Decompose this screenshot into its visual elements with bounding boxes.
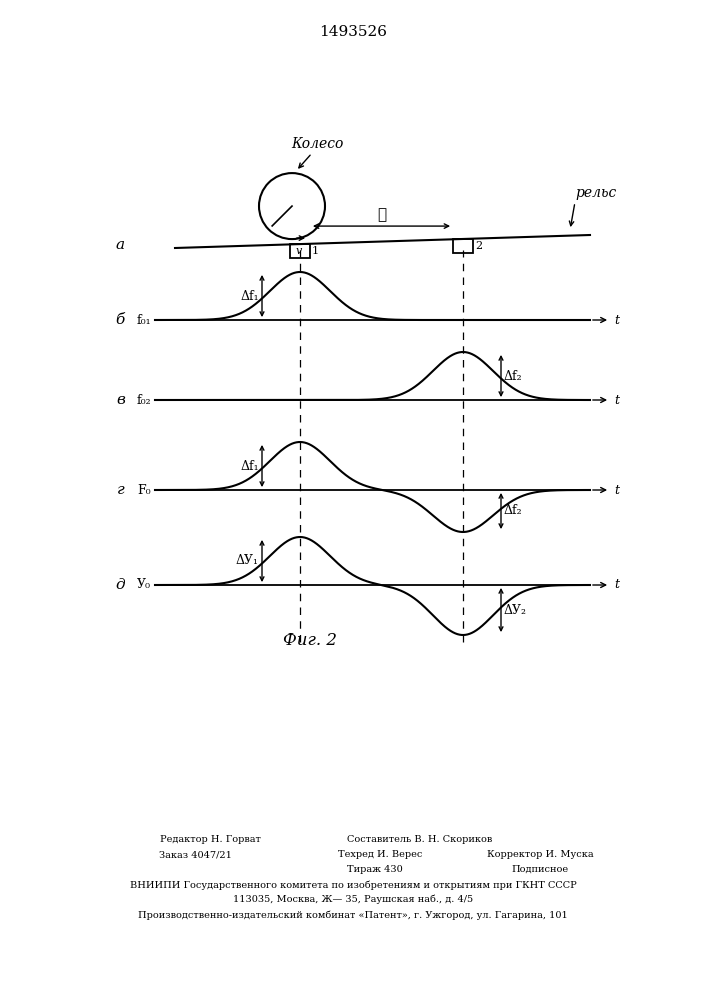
Text: t: t	[614, 314, 619, 326]
Text: t: t	[614, 484, 619, 496]
Text: 113035, Москва, Ж— 35, Раушская наб., д. 4/5: 113035, Москва, Ж— 35, Раушская наб., д.…	[233, 895, 473, 904]
Text: t: t	[614, 578, 619, 591]
Text: 1: 1	[312, 246, 319, 256]
Text: f₀₂: f₀₂	[136, 393, 151, 406]
Text: v: v	[296, 246, 302, 256]
Text: f₀₁: f₀₁	[136, 314, 151, 326]
Text: Δf₁: Δf₁	[240, 460, 259, 473]
Text: Редактор Н. Горват: Редактор Н. Горват	[160, 835, 260, 844]
Text: д: д	[115, 578, 125, 592]
Text: Δf₂: Δf₂	[504, 504, 522, 518]
Text: F₀: F₀	[137, 484, 151, 496]
Text: 1493526: 1493526	[319, 25, 387, 39]
Text: в: в	[116, 393, 125, 407]
Text: У₀: У₀	[137, 578, 151, 591]
Text: ℓ: ℓ	[377, 208, 386, 222]
Text: а: а	[116, 238, 125, 252]
Text: Фиг. 2: Фиг. 2	[283, 632, 337, 649]
Bar	[290, 244, 310, 258]
Text: ΔУ₂: ΔУ₂	[504, 603, 527, 616]
Bar	[453, 239, 473, 253]
Text: Заказ 4047/21: Заказ 4047/21	[158, 850, 231, 859]
Text: Составитель В. Н. Скориков: Составитель В. Н. Скориков	[347, 835, 493, 844]
Text: б: б	[116, 313, 125, 327]
Text: рельс: рельс	[575, 186, 617, 200]
Text: Δf₂: Δf₂	[504, 369, 522, 382]
Text: ВНИИПИ Государственного комитета по изобретениям и открытиям при ГКНТ СССР: ВНИИПИ Государственного комитета по изоб…	[129, 880, 576, 890]
Text: Техред И. Верес: Техред И. Верес	[338, 850, 422, 859]
Text: ΔУ₁: ΔУ₁	[236, 554, 259, 568]
Text: 2: 2	[475, 241, 482, 251]
Text: Δf₁: Δf₁	[240, 290, 259, 302]
Text: г: г	[117, 483, 125, 497]
Text: Производственно-издательский комбинат «Патент», г. Ужгород, ул. Гагарина, 101: Производственно-издательский комбинат «П…	[138, 910, 568, 920]
Text: Тираж 430: Тираж 430	[347, 865, 403, 874]
Text: t: t	[614, 393, 619, 406]
Text: Корректор И. Муска: Корректор И. Муска	[486, 850, 593, 859]
Text: Подписное: Подписное	[511, 865, 568, 874]
Text: Колесо: Колесо	[291, 137, 343, 151]
